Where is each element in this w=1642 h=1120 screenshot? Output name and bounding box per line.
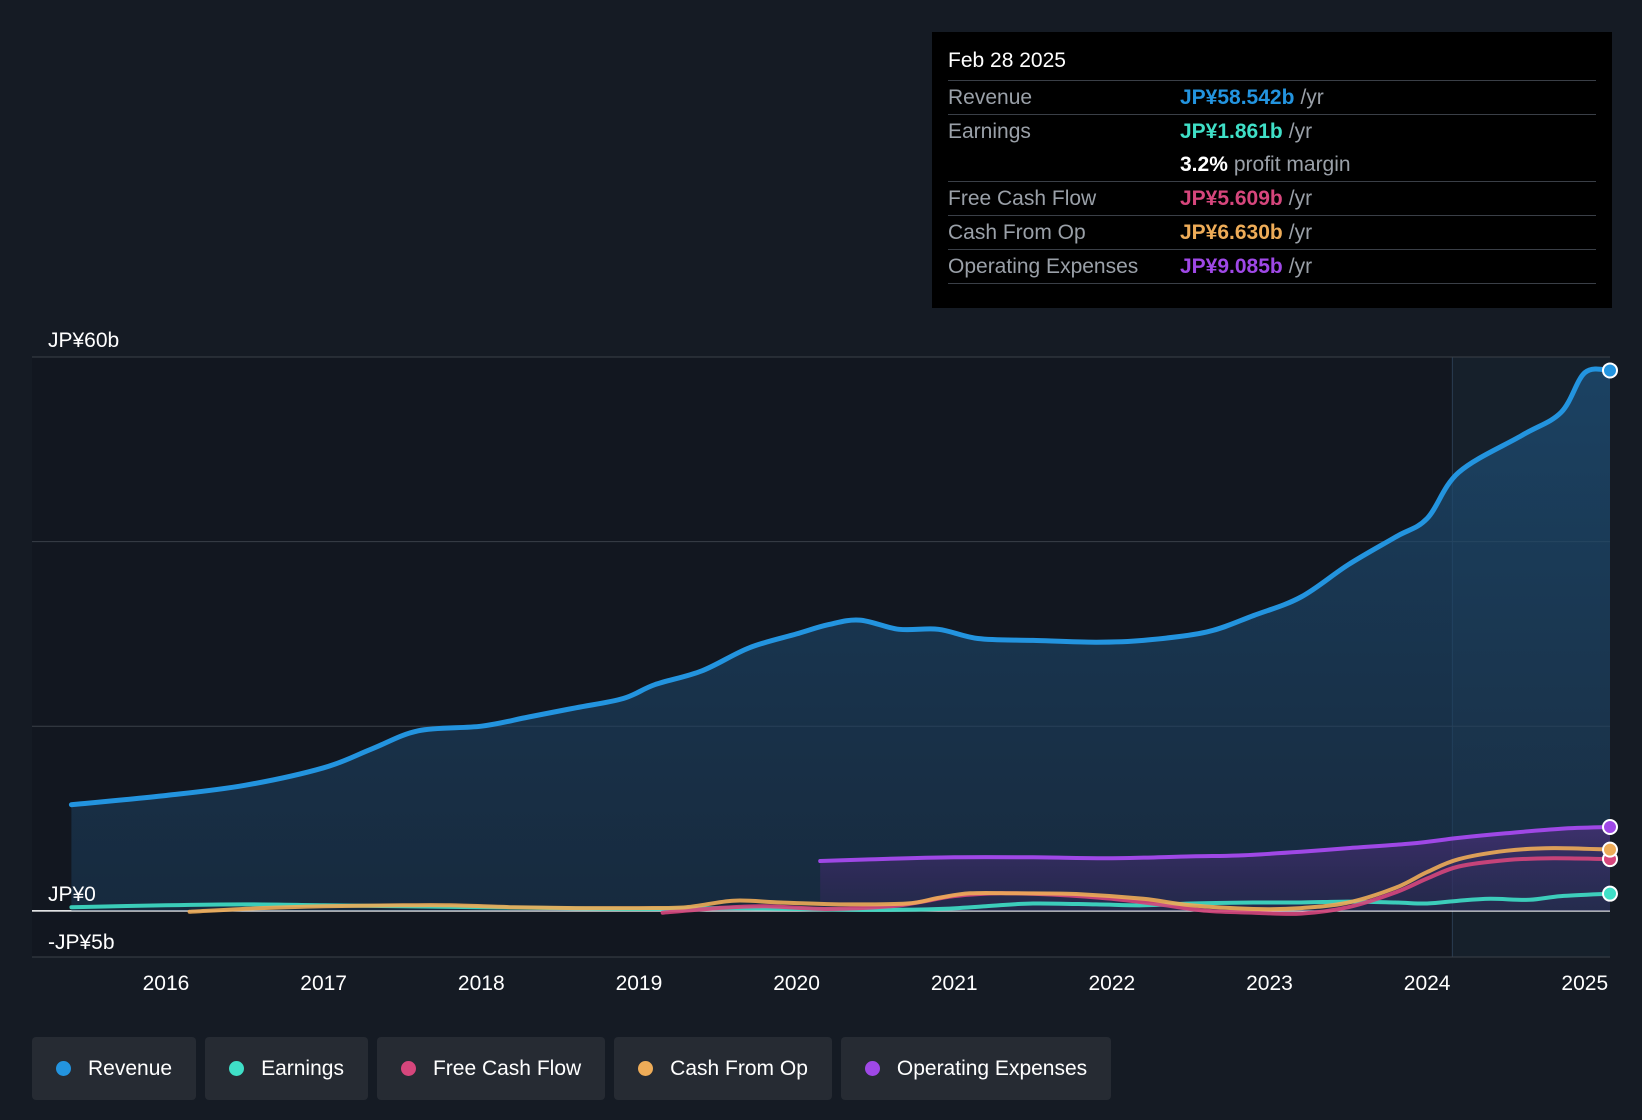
tooltip-value: JP¥58.542b [1180,85,1295,109]
legend-dot-icon [56,1061,71,1076]
x-tick-label: 2023 [1246,972,1293,995]
x-tick-label: 2024 [1404,972,1451,995]
tooltip-value: JP¥6.630b [1180,220,1283,244]
y-tick-label: JP¥60b [48,329,119,352]
legend-item-operating-expenses[interactable]: Operating Expenses [840,1037,1112,1100]
tooltip-row-earnings: Earnings JP¥1.861b /yr [948,114,1596,148]
y-tick-label: -JP¥5b [48,931,115,954]
end-marker-revenue [1602,362,1618,379]
area-operating-expenses [820,827,1610,911]
x-tick-label: 2022 [1088,972,1135,995]
legend-label: Cash From Op [670,1056,808,1080]
tooltip-value: 3.2% [1180,152,1228,176]
end-marker-operating-expenses [1602,818,1618,835]
tooltip-value: JP¥1.861b [1180,119,1283,143]
legend-dot-icon [638,1061,654,1076]
tooltip-unit: /yr [1288,186,1313,210]
tooltip-unit: /yr [1288,119,1313,143]
area-revenue [71,368,1610,911]
data-tooltip: Feb 28 2025 Revenue JP¥58.542b /yr Earni… [932,32,1612,308]
legend-item-revenue[interactable]: Revenue [32,1037,197,1100]
tooltip-row-operating-expenses: Operating Expenses JP¥9.085b /yr [948,249,1596,284]
legend-dot-icon [864,1061,880,1076]
line-operating-expenses [818,825,1612,863]
x-tick-label: 2017 [300,972,347,995]
x-tick-label: 2021 [931,972,978,995]
tooltip-label: Free Cash Flow [948,186,1097,210]
end-marker-earnings [1602,885,1618,902]
tooltip-value: JP¥9.085b [1180,254,1283,278]
legend-label: Earnings [261,1056,344,1080]
end-marker-cash-from-op [1602,841,1618,858]
tooltip-row-profit-margin: 3.2% profit margin [948,148,1596,181]
tooltip-label: Cash From Op [948,220,1086,244]
line-revenue [68,366,1613,808]
tooltip-unit: /yr [1288,220,1313,244]
line-cash-from-op [187,846,1612,914]
legend-dot-icon [229,1061,245,1076]
chart-legend: Revenue Earnings Free Cash Flow Cash Fro… [32,1037,1112,1100]
legend-dot-icon [400,1061,416,1076]
legend-item-cash-from-op[interactable]: Cash From Op [614,1037,832,1100]
x-tick-label: 2020 [773,972,820,995]
tooltip-row-revenue: Revenue JP¥58.542b /yr [948,80,1596,114]
tooltip-label: Operating Expenses [948,254,1139,278]
x-tick-label: 2016 [143,972,190,995]
y-tick-label: JP¥0 [48,883,96,906]
tooltip-unit: profit margin [1233,152,1351,176]
tooltip-row-cash-from-op: Cash From Op JP¥6.630b /yr [948,215,1596,249]
legend-item-earnings[interactable]: Earnings [205,1037,368,1100]
legend-label: Operating Expenses [896,1056,1088,1080]
tooltip-unit: /yr [1288,254,1313,278]
tooltip-label: Revenue [948,85,1033,109]
x-tick-label: 2019 [616,972,663,995]
tooltip-date: Feb 28 2025 [948,49,1066,72]
x-tick-label: 2018 [458,972,505,995]
tooltip-label: Earnings [948,119,1031,143]
tooltip-row-free-cash-flow: Free Cash Flow JP¥5.609b /yr [948,181,1596,215]
legend-item-free-cash-flow[interactable]: Free Cash Flow [376,1037,606,1100]
x-tick-label: 2025 [1561,972,1608,995]
legend-label: Free Cash Flow [432,1056,582,1080]
line-free-cash-flow [660,856,1612,916]
legend-label: Revenue [88,1056,173,1080]
tooltip-value: JP¥5.609b [1180,186,1283,210]
tooltip-unit: /yr [1300,85,1324,109]
